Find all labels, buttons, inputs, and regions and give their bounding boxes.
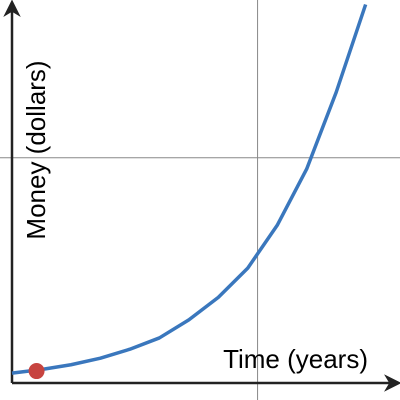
- point: [28, 363, 45, 380]
- y-axis-label: Money (dollars): [21, 60, 51, 239]
- curve: [11, 3, 368, 375]
- x-axis-label: Time (years): [223, 344, 368, 374]
- plot-area: [11, 3, 368, 380]
